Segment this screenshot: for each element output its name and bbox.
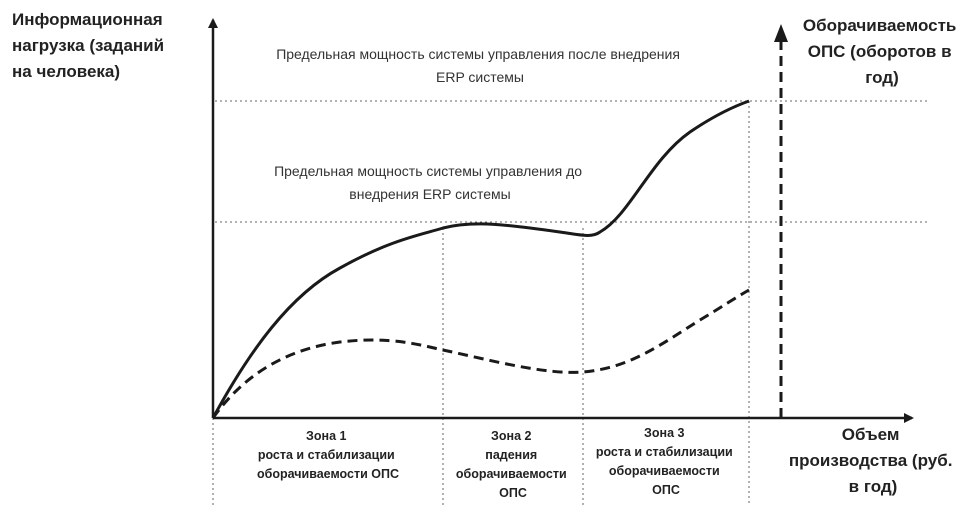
level-before-label: Предельная мощность системы управления д… — [274, 163, 586, 202]
zone-3-title: Зона 3 — [644, 426, 684, 440]
zone-3-line-2: оборачиваемости — [609, 464, 720, 478]
zone-2-label: Зона 2 падения оборачиваемости ОПС — [456, 429, 570, 500]
right-axis-arrowhead — [774, 24, 788, 42]
zone-2-line-3: ОПС — [499, 486, 527, 500]
y-axis-title-line-1: Информационная — [12, 10, 163, 29]
level-after-label-line-1: Предельная мощность системы управления п… — [276, 46, 680, 62]
zone-1-title: Зона 1 — [306, 429, 346, 443]
level-after-label-line-2: ERP системы — [436, 69, 524, 85]
level-before-label-line-1: Предельная мощность системы управления д… — [274, 163, 582, 179]
right-axis-title-line-2: ОПС (оборотов в — [808, 42, 952, 61]
zone-3-line-1: роста и стабилизации — [596, 445, 733, 459]
zone-2-line-1: падения — [485, 448, 537, 462]
x-axis-title-line-1: Объем — [842, 425, 900, 444]
zone-1-line-2: оборачиваемости ОПС — [257, 467, 399, 481]
y-axis-title: Информационная нагрузка (заданий на чело… — [12, 10, 169, 81]
zone-2-title: Зона 2 — [491, 429, 531, 443]
zone-1-line-1: роста и стабилизации — [258, 448, 395, 462]
zone-3-line-3: ОПС — [652, 483, 680, 497]
right-axis-title-line-1: Оборачиваемость — [803, 16, 957, 35]
x-axis-title-line-2: производства (руб. — [789, 451, 953, 470]
y-axis-title-line-2: нагрузка (заданий — [12, 36, 164, 55]
zone-3-label: Зона 3 роста и стабилизации оборачиваемо… — [596, 426, 736, 497]
y-axis-title-line-3: на человека) — [12, 62, 120, 81]
information-load-curve — [211, 99, 750, 419]
right-axis-title-line-3: год) — [865, 68, 898, 87]
level-before-label-line-2: внедрения ERP системы — [349, 186, 510, 202]
x-axis-title-line-3: в год) — [849, 477, 898, 496]
right-axis-title: Оборачиваемость ОПС (оборотов в год) — [803, 16, 961, 87]
zone-1-label: Зона 1 роста и стабилизации оборачиваемо… — [257, 429, 399, 481]
zone-2-line-2: оборачиваемости — [456, 467, 567, 481]
ops-turnover-curve — [211, 288, 750, 419]
level-after-label: Предельная мощность системы управления п… — [276, 46, 684, 85]
x-axis-title: Объем производства (руб. в год) — [789, 425, 957, 496]
